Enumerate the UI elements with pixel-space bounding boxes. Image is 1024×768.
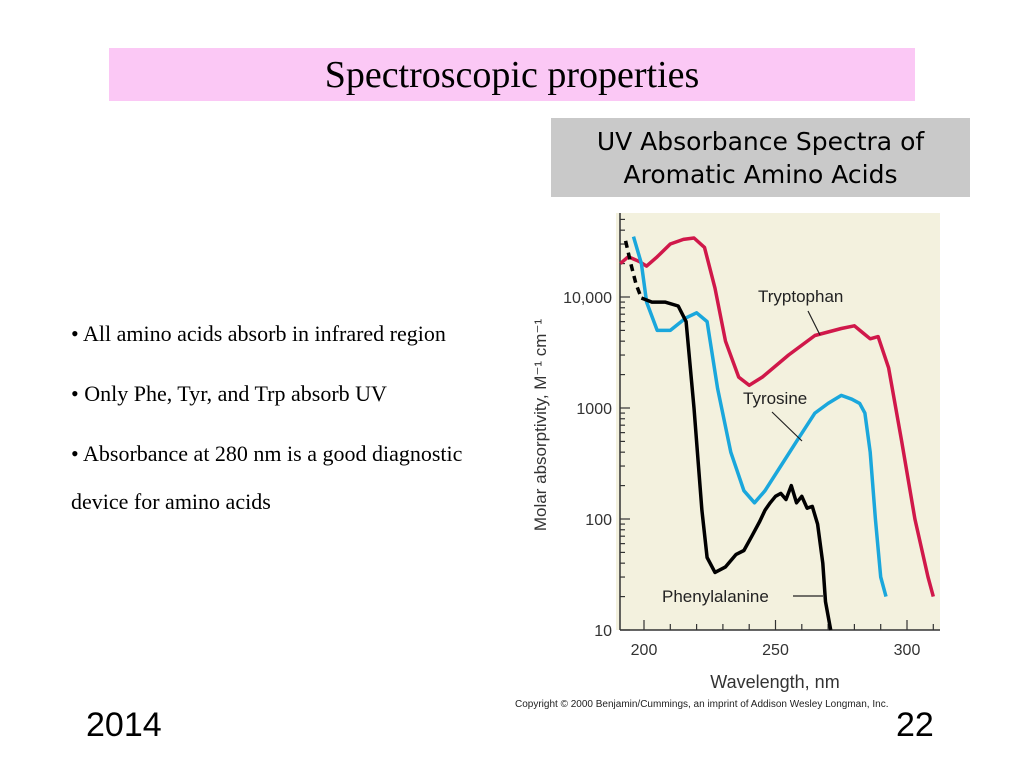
- tyrosine-leader-line: [771, 411, 803, 442]
- footer-year: 2014: [86, 706, 162, 744]
- figure-caption-line2: Aromatic Amino Acids: [623, 159, 898, 189]
- plot-background: [616, 213, 940, 630]
- bullet-infrared: • All amino acids absorb in infrared reg…: [71, 321, 446, 346]
- tryptophan-series-line: [619, 236, 935, 598]
- phenylalanine-annotation: Phenylalanine: [662, 587, 769, 606]
- copyright-notice: Copyright © 2000 Benjamin/Cummings, an i…: [515, 699, 965, 710]
- phenylalanine-series-dashed: [623, 240, 644, 299]
- y-axis-label: Molar absorptivity, M⁻¹ cm⁻¹: [531, 319, 550, 532]
- y-tick-label: 10: [594, 623, 612, 640]
- x-axis-label: Wavelength, nm: [710, 672, 839, 692]
- bullet-uv: • Only Phe, Tyr, and Trp absorb UV: [71, 381, 387, 406]
- phenylalanine-series-line: [640, 296, 833, 631]
- tryptophan-leader-line: [807, 310, 821, 336]
- footer-page-number: 22: [896, 706, 934, 738]
- slide-title: Spectroscopic properties: [324, 53, 700, 96]
- tyrosine-series-line: [631, 236, 888, 598]
- uv-spectra-svg: 10 100 1000 10,000 200 250 300 Wavelength, nm Mo…: [531, 213, 940, 692]
- uv-spectra-chart: 10 100 1000 10,000 200 250 300 Wavelength, nm Mo…: [510, 205, 970, 717]
- x-tick-label: 300: [894, 642, 921, 659]
- y-tick-label: 1000: [576, 401, 612, 418]
- bullet-list: • All amino acids absorb in infrared reg…: [71, 310, 491, 538]
- figure-caption-line1: UV Absorbance Spectra of: [596, 126, 925, 156]
- bullet-280nm: • Absorbance at 280 nm is a good diagnos…: [71, 441, 463, 514]
- tyrosine-annotation: Tyrosine: [743, 389, 807, 408]
- y-tick-label: 10,000: [563, 290, 612, 307]
- tryptophan-annotation: Tryptophan: [758, 287, 843, 306]
- figure-caption-box: UV Absorbance Spectra of Aromatic Amino …: [551, 118, 970, 197]
- x-tick-label: 250: [762, 642, 789, 659]
- y-tick-label: 100: [585, 512, 612, 529]
- slide-title-bar: Spectroscopic properties: [109, 48, 915, 101]
- x-tick-label: 200: [631, 642, 658, 659]
